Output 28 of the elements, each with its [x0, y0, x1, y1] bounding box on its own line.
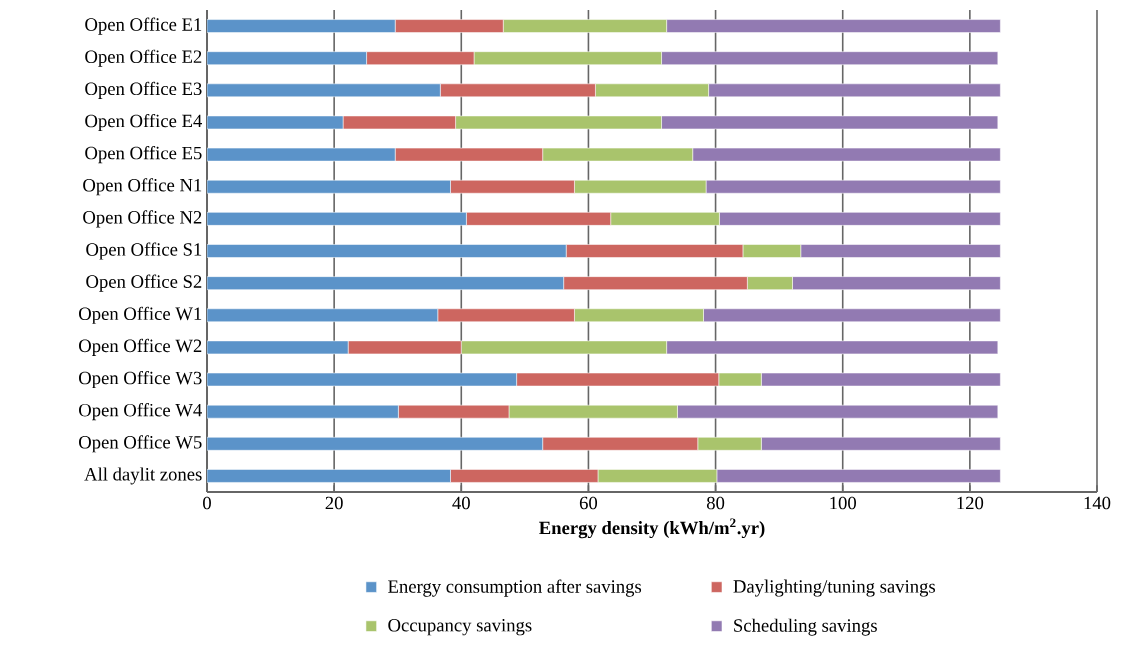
x-tick-label: 140	[1084, 496, 1111, 510]
y-tick-label: Open Office N2	[83, 210, 202, 228]
y-tick-label: Open Office W2	[79, 338, 202, 356]
x-tick-label: 80	[706, 496, 725, 510]
x-tick-label: 0	[203, 496, 211, 510]
y-tick-label: Open Office E5	[85, 146, 202, 164]
x-tick-label: 100	[830, 496, 856, 510]
y-tick-label: Open Office N1	[83, 178, 202, 196]
y-tick-label: All daylit zones	[84, 467, 202, 485]
x-tick-label: 40	[452, 496, 470, 510]
y-tick-label: Open Office E2	[85, 49, 202, 67]
y-tick-label: Open Office W4	[79, 403, 203, 421]
y-tick-label: Open Office S1	[86, 242, 202, 260]
y-tick-label: Open Office W1	[79, 306, 202, 324]
legend-label: Daylighting/tuning savings	[733, 579, 936, 597]
legend-label: Scheduling savings	[734, 618, 877, 636]
x-tick-label: 60	[579, 496, 598, 510]
x-tick-label: 20	[325, 496, 343, 510]
y-tick-label: Open Office E4	[85, 113, 203, 132]
y-tick-label: Open Office S2	[86, 274, 202, 292]
x-tick-label: 120	[957, 496, 984, 510]
legend-label: Occupancy savings	[388, 618, 532, 636]
y-tick-label: Open Office E1	[85, 17, 202, 35]
x-axis-title: Energy density (kWh/m$^{2}$.yr)	[539, 518, 765, 539]
y-tick-label: Open Office E3	[85, 81, 202, 99]
y-tick-label: Open Office W5	[79, 435, 202, 453]
legend-label: Energy consumption after savings	[388, 579, 642, 597]
y-tick-label: Open Office W3	[79, 370, 202, 389]
